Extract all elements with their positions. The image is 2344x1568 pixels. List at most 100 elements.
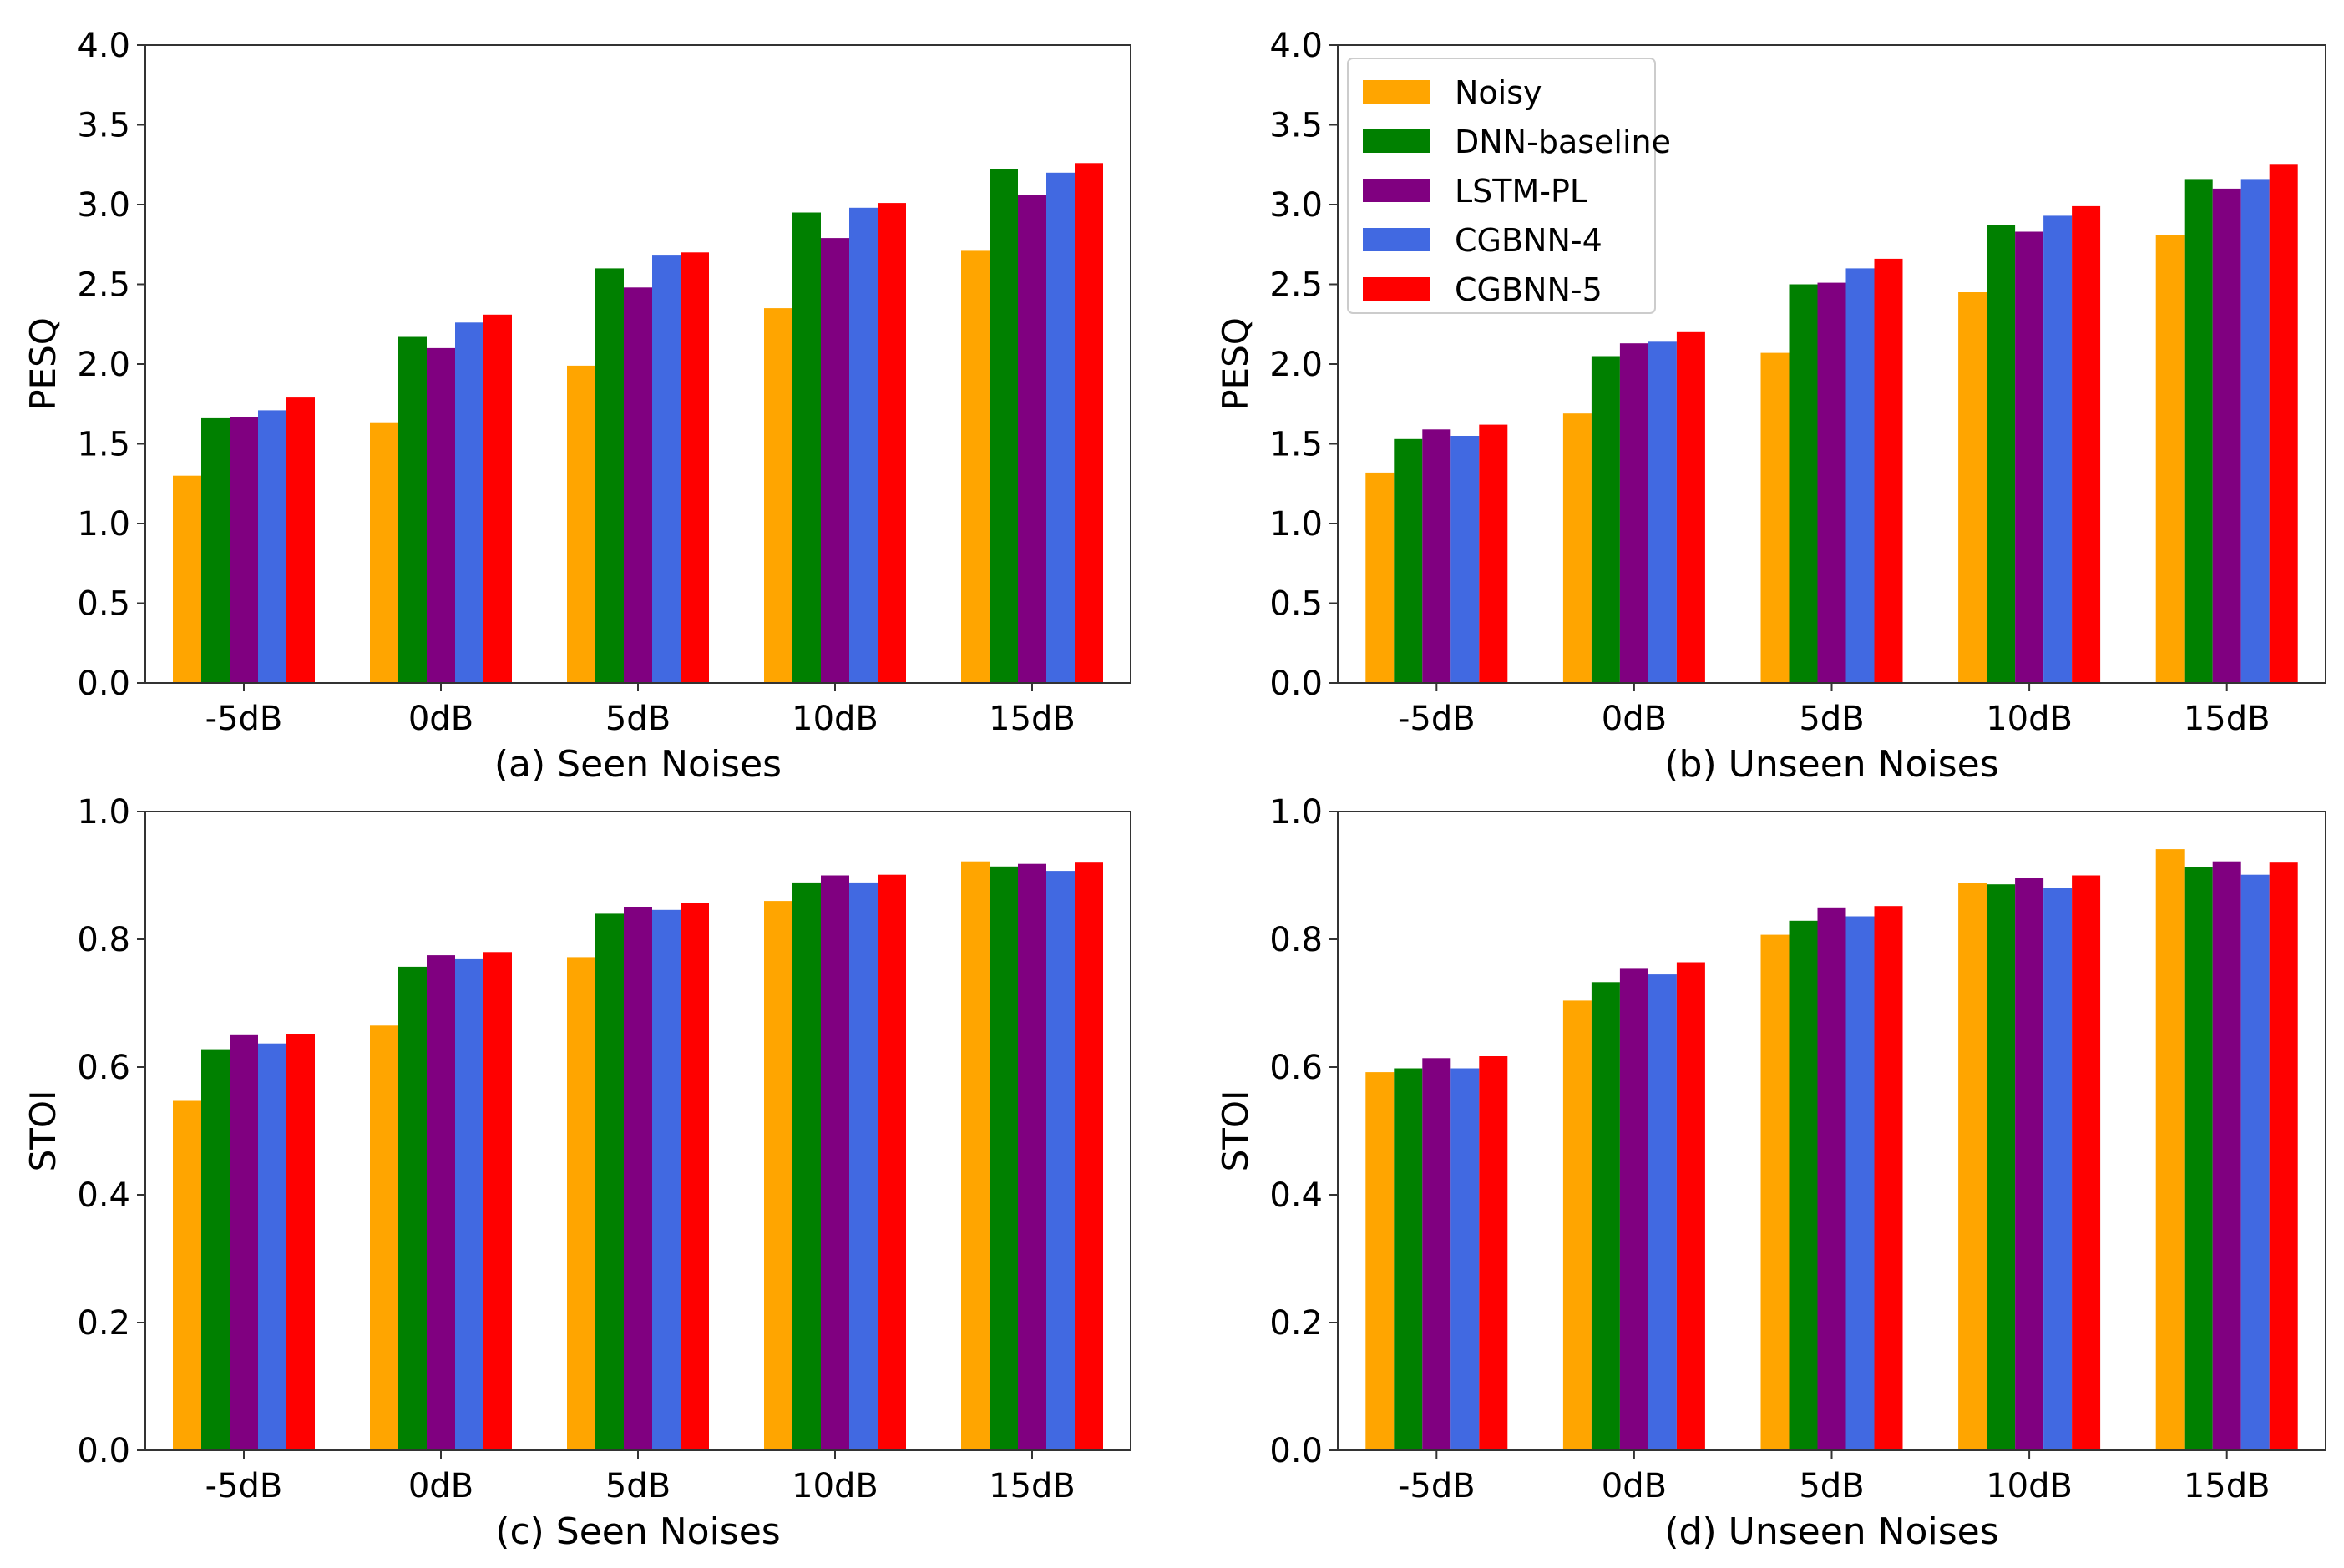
bar-dnn-baseline-2 xyxy=(595,913,624,1450)
bar-cgbnn-5-4 xyxy=(1075,862,1103,1450)
bar-noisy-0 xyxy=(1365,472,1395,683)
chart-panel-2: 0.0 0.5 1.0 1.5 2.0 2.5 3.0 3.5 4.0 -5dB 0dB 5dB 10d… xyxy=(1215,27,2326,786)
bar-cgbnn-4-1 xyxy=(1648,974,1677,1450)
bar-dnn-baseline-1 xyxy=(398,336,427,683)
x-tick-label: 5dB xyxy=(605,700,671,738)
y-tick-label: 0.0 xyxy=(1269,1432,1323,1470)
bar-dnn-baseline-3 xyxy=(792,212,821,683)
bar-cgbnn-4-0 xyxy=(258,1043,286,1450)
bar-dnn-baseline-0 xyxy=(1394,438,1423,683)
bar-lstm-pl-0 xyxy=(230,417,258,683)
panel-caption: (d) Unseen Noises xyxy=(1664,1510,1998,1553)
bar-dnn-baseline-4 xyxy=(2184,867,2213,1450)
bar-cgbnn-4-3 xyxy=(2043,888,2073,1450)
bar-cgbnn-5-3 xyxy=(2072,875,2101,1450)
x-tick-label: 0dB xyxy=(408,700,473,738)
bar-lstm-pl-1 xyxy=(1619,968,1648,1450)
bar-dnn-baseline-0 xyxy=(1394,1068,1423,1450)
legend-label: CGBNN-5 xyxy=(1455,271,1602,308)
bar-dnn-baseline-4 xyxy=(990,169,1018,683)
bar-noisy-1 xyxy=(1562,413,1592,683)
y-tick-label: 1.0 xyxy=(1269,793,1323,832)
legend-swatch xyxy=(1363,80,1430,104)
panel-caption: (c) Seen Noises xyxy=(495,1510,780,1553)
bar-dnn-baseline-3 xyxy=(792,882,821,1450)
bar-cgbnn-4-0 xyxy=(258,410,286,683)
y-tick-label: 2.0 xyxy=(1269,346,1323,384)
y-tick-label: 4.0 xyxy=(1269,27,1323,65)
bar-lstm-pl-2 xyxy=(1817,907,1846,1451)
bar-cgbnn-5-2 xyxy=(681,252,709,683)
bar-cgbnn-4-3 xyxy=(849,882,878,1450)
bar-cgbnn-5-1 xyxy=(483,314,512,683)
bar-lstm-pl-0 xyxy=(1422,429,1451,683)
bar-cgbnn-4-0 xyxy=(1450,436,1480,683)
x-tick-label: -5dB xyxy=(205,1467,283,1505)
legend-swatch xyxy=(1363,179,1430,202)
chart-panel-1: 0.0 0.5 1.0 1.5 2.0 2.5 3.0 3.5 4.0 -5dB 0dB 5dB 10d… xyxy=(23,27,1131,786)
bar-cgbnn-5-3 xyxy=(878,203,906,684)
y-tick-label: 2.5 xyxy=(1269,266,1323,305)
bar-cgbnn-5-0 xyxy=(1479,424,1508,683)
bar-cgbnn-5-4 xyxy=(2269,862,2298,1450)
y-tick-label: 0.4 xyxy=(1269,1176,1323,1215)
y-tick-label: 1.0 xyxy=(1269,505,1323,544)
bar-lstm-pl-3 xyxy=(2015,878,2044,1450)
x-tick-label: 15dB xyxy=(2184,1467,2271,1505)
bar-lstm-pl-3 xyxy=(821,875,849,1450)
y-tick-label: 0.4 xyxy=(77,1176,130,1215)
bar-noisy-3 xyxy=(1958,883,1987,1450)
y-tick-label: 1.5 xyxy=(1269,426,1323,464)
bar-cgbnn-4-4 xyxy=(2240,179,2270,683)
x-tick-label: 0dB xyxy=(1602,700,1667,738)
bar-noisy-0 xyxy=(1365,1072,1395,1450)
bar-noisy-1 xyxy=(1562,1000,1592,1450)
bar-noisy-2 xyxy=(1760,934,1790,1450)
bar-dnn-baseline-4 xyxy=(2184,179,2213,683)
bar-cgbnn-4-1 xyxy=(1648,341,1677,683)
y-tick-label: 0.0 xyxy=(1269,665,1323,703)
legend-label: Noisy xyxy=(1455,74,1542,111)
bar-cgbnn-4-2 xyxy=(1845,916,1875,1450)
bar-cgbnn-4-1 xyxy=(455,958,483,1450)
x-tick-label: 15dB xyxy=(989,700,1076,738)
bar-noisy-2 xyxy=(567,957,595,1450)
bar-dnn-baseline-0 xyxy=(201,1049,230,1450)
x-tick-label: 5dB xyxy=(1799,700,1864,738)
y-tick-label: 2.5 xyxy=(77,266,130,305)
chart-panel-3: 0.0 0.2 0.4 0.6 0.8 1.0 -5dB 0dB 5dB 10dB 15dB STOI… xyxy=(23,793,1131,1553)
bar-cgbnn-4-2 xyxy=(652,909,681,1450)
panel-caption: (b) Unseen Noises xyxy=(1664,743,1998,786)
y-axis-label: PESQ xyxy=(23,317,63,411)
bar-cgbnn-5-2 xyxy=(1874,906,1903,1450)
bar-cgbnn-5-2 xyxy=(1874,258,1903,683)
bar-noisy-4 xyxy=(961,861,990,1450)
bar-lstm-pl-4 xyxy=(2212,188,2241,683)
y-tick-label: 1.0 xyxy=(77,505,130,544)
bar-dnn-baseline-3 xyxy=(1987,884,2016,1450)
y-tick-label: 3.0 xyxy=(1269,186,1323,225)
y-tick-label: 0.8 xyxy=(77,921,130,959)
bar-noisy-3 xyxy=(764,308,792,683)
bar-noisy-4 xyxy=(2155,235,2185,683)
bar-noisy-3 xyxy=(1958,292,1987,683)
bar-cgbnn-4-2 xyxy=(652,255,681,683)
bar-cgbnn-5-1 xyxy=(483,952,512,1450)
bar-cgbnn-5-0 xyxy=(286,1034,315,1450)
y-tick-label: 0.0 xyxy=(77,1432,130,1470)
x-tick-label: 0dB xyxy=(1602,1467,1667,1505)
y-tick-label: 4.0 xyxy=(77,27,130,65)
x-tick-label: -5dB xyxy=(1398,700,1476,738)
bar-lstm-pl-1 xyxy=(427,347,455,683)
y-tick-label: 0.6 xyxy=(77,1049,130,1087)
legend-label: LSTM-PL xyxy=(1455,173,1587,210)
legend-swatch xyxy=(1363,228,1430,251)
bar-cgbnn-5-0 xyxy=(1479,1056,1508,1450)
y-axis-label: STOI xyxy=(1215,1090,1256,1172)
x-tick-label: 10dB xyxy=(792,1467,878,1505)
bar-cgbnn-4-2 xyxy=(1845,268,1875,683)
bar-noisy-3 xyxy=(764,901,792,1450)
bar-lstm-pl-1 xyxy=(1619,343,1648,683)
bar-lstm-pl-2 xyxy=(624,287,652,683)
